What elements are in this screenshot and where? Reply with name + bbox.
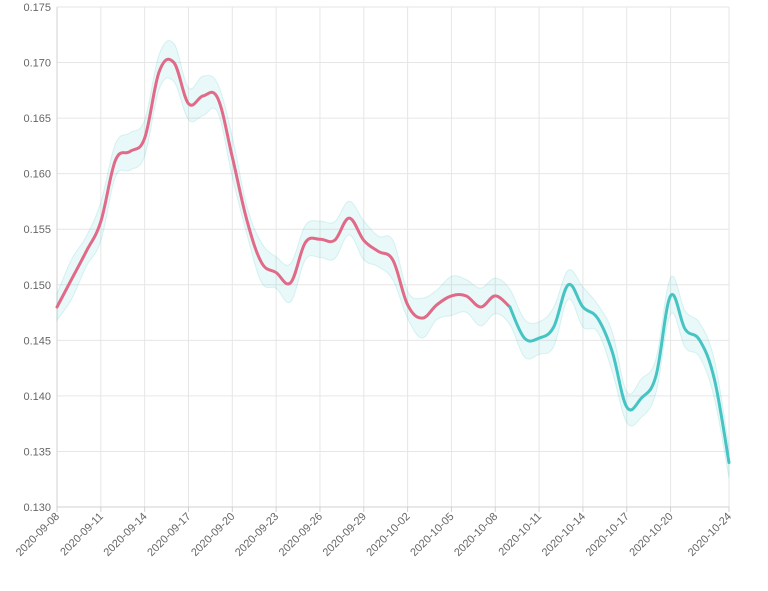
x-tick-label: 2020-09-20 [189,511,237,559]
x-tick-label: 2020-09-17 [145,511,193,559]
y-tick-label: 0.165 [23,113,51,125]
series-line-historical [55,57,512,320]
series-line-forecast [508,282,731,465]
y-tick-label: 0.140 [23,391,51,403]
y-tick-label: 0.175 [23,2,51,14]
x-tick-label: 2020-09-14 [101,511,149,559]
x-tick-label: 2020-10-17 [584,511,632,559]
x-tick-label: 2020-10-05 [408,511,456,559]
y-tick-label: 0.145 [23,335,51,347]
y-tick-label: 0.170 [23,58,51,70]
x-tick-label: 2020-10-08 [452,511,500,559]
x-axis-ticks: 2020-09-082020-09-112020-09-142020-09-17… [14,511,734,559]
x-tick-label: 2020-10-20 [627,511,675,559]
y-tick-label: 0.135 [23,446,51,458]
x-tick-label: 2020-09-23 [233,511,281,559]
y-tick-label: 0.130 [23,502,51,514]
x-tick-label: 2020-10-24 [686,511,734,559]
series-lines [55,57,731,465]
x-tick-label: 2020-10-02 [364,511,412,559]
x-tick-label: 2020-10-11 [497,511,545,559]
x-tick-label: 2020-09-11 [58,511,106,559]
y-tick-label: 0.155 [23,224,51,236]
y-tick-label: 0.160 [23,169,51,181]
x-tick-label: 2020-09-08 [14,511,62,559]
x-tick-label: 2020-09-26 [277,511,325,559]
y-axis-ticks: 0.130 0.135 0.140 0.145 0.150 0.155 0.160 0.165… [23,2,51,514]
x-tick-label: 2020-09-29 [321,511,369,559]
x-tick-label: 2020-10-14 [540,511,588,559]
y-tick-label: 0.150 [23,280,51,292]
grid [56,6,730,512]
